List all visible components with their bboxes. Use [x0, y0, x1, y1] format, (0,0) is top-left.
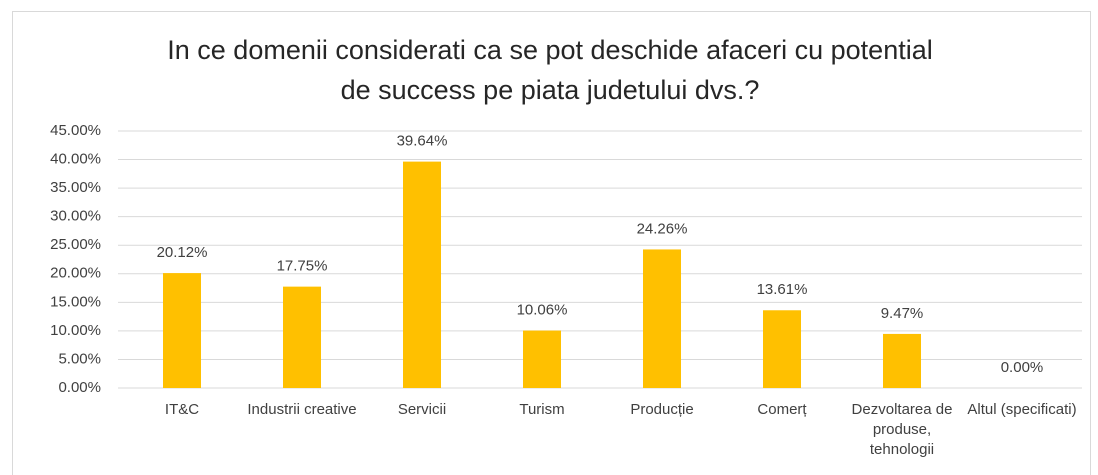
x-tick-label: Turism: [519, 401, 565, 418]
y-tick-label: 45.00%: [50, 122, 101, 139]
y-tick-label: 25.00%: [50, 236, 101, 253]
x-tick-label: IT&C: [164, 401, 200, 418]
y-tick-label: 10.00%: [50, 322, 101, 339]
value-label: 24.26%: [637, 220, 688, 237]
x-tick-label: Dezvoltarea de produse, tehnologii: [851, 401, 953, 458]
y-tick-label: 30.00%: [50, 208, 101, 225]
bar: [883, 333, 921, 388]
x-tick-label: Servicii: [397, 401, 447, 418]
bar: [163, 273, 201, 388]
y-tick-label: 35.00%: [50, 179, 101, 196]
value-label: 17.75%: [277, 258, 328, 275]
value-label: 9.47%: [881, 305, 924, 322]
y-tick-label: 15.00%: [50, 293, 101, 310]
y-tick-label: 20.00%: [50, 265, 101, 282]
value-label: 13.61%: [757, 281, 808, 298]
chart-title: In ce domenii considerati ca se pot desc…: [167, 35, 933, 105]
value-label: 0.00%: [1001, 359, 1044, 376]
bar: [643, 249, 681, 388]
value-label: 39.64%: [397, 133, 448, 150]
x-tick-label: Producție: [630, 401, 694, 418]
value-label: 10.06%: [517, 302, 568, 319]
y-tick-label: 0.00%: [58, 379, 101, 396]
bar: [523, 330, 561, 388]
chart-frame: [12, 11, 1091, 475]
y-tick-label: 40.00%: [50, 151, 101, 168]
value-label: 20.12%: [157, 244, 208, 261]
x-tick-label: Comerț: [757, 401, 807, 418]
bar: [283, 286, 321, 388]
x-tick-label: Altul (specificati): [967, 401, 1077, 418]
x-tick-label: Industrii creative: [247, 401, 357, 418]
bar: [763, 310, 801, 388]
y-tick-label: 5.00%: [58, 350, 101, 367]
bar: [403, 161, 441, 388]
